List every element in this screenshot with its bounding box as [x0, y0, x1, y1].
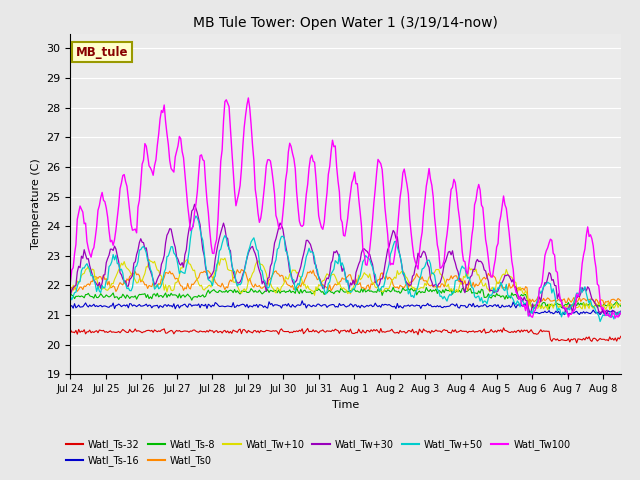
Watl_Tw+10 — [468, 266, 476, 272]
Watl_Tw+50 — [414, 283, 422, 289]
Watl_Ts-8 — [468, 290, 476, 296]
Watl_Tw+30 — [247, 244, 255, 250]
Watl_Tw100 — [247, 122, 255, 128]
Watl_Tw100 — [414, 266, 422, 272]
Watl_Tw+30 — [465, 278, 473, 284]
Watl_Ts-8 — [617, 303, 625, 309]
Watl_Ts0 — [414, 274, 422, 279]
Watl_Ts0 — [132, 272, 140, 277]
Watl_Ts-32 — [285, 328, 292, 334]
Watl_Tw+50 — [247, 239, 255, 245]
Watl_Tw+10 — [67, 288, 74, 294]
Watl_Tw+30 — [191, 202, 198, 207]
Watl_Ts-16 — [414, 303, 422, 309]
Line: Watl_Tw+10: Watl_Tw+10 — [70, 258, 621, 310]
Watl_Ts0 — [468, 284, 476, 289]
Watl_Tw+10 — [286, 271, 294, 277]
Watl_Tw+50 — [286, 263, 294, 269]
Title: MB Tule Tower: Open Water 1 (3/19/14-now): MB Tule Tower: Open Water 1 (3/19/14-now… — [193, 16, 498, 30]
Watl_Ts0 — [237, 266, 245, 272]
Line: Watl_Ts-16: Watl_Ts-16 — [70, 301, 621, 315]
Watl_Ts-16 — [67, 303, 74, 309]
Line: Watl_Ts-32: Watl_Ts-32 — [70, 328, 621, 343]
Watl_Ts-16 — [246, 303, 253, 309]
Text: MB_tule: MB_tule — [76, 46, 129, 59]
Watl_Tw100 — [468, 233, 476, 239]
Watl_Tw+50 — [617, 310, 625, 315]
Watl_Tw+50 — [468, 285, 476, 290]
Watl_Ts-8 — [414, 289, 422, 295]
Line: Watl_Tw+50: Watl_Tw+50 — [70, 216, 621, 322]
Watl_Tw100 — [67, 279, 74, 285]
Watl_Ts-32 — [617, 334, 625, 339]
Watl_Tw+30 — [132, 252, 140, 257]
Watl_Tw+50 — [192, 213, 200, 219]
Watl_Ts-32 — [246, 329, 253, 335]
Watl_Tw+30 — [286, 269, 294, 275]
Watl_Ts-32 — [467, 329, 474, 335]
Watl_Tw+50 — [596, 319, 604, 324]
Watl_Tw+30 — [67, 292, 74, 298]
Watl_Ts-32 — [500, 325, 508, 331]
Watl_Ts-16 — [465, 301, 473, 307]
Watl_Tw+50 — [465, 274, 473, 280]
Watl_Tw+30 — [468, 273, 476, 278]
Watl_Ts-8 — [67, 290, 74, 296]
Watl_Tw+10 — [221, 255, 228, 261]
Watl_Ts0 — [286, 283, 294, 288]
Watl_Tw100 — [465, 259, 473, 265]
Watl_Tw+30 — [617, 308, 625, 314]
Watl_Tw+10 — [465, 264, 473, 270]
Line: Watl_Ts-8: Watl_Ts-8 — [70, 287, 621, 309]
Watl_Tw+10 — [247, 275, 255, 280]
Watl_Ts-16 — [617, 309, 625, 315]
Watl_Ts-16 — [468, 304, 476, 310]
Watl_Tw+30 — [414, 251, 422, 256]
Watl_Ts-8 — [285, 289, 292, 295]
Watl_Ts-16 — [132, 304, 140, 310]
Watl_Tw+10 — [606, 307, 614, 312]
Watl_Ts0 — [617, 298, 625, 304]
X-axis label: Time: Time — [332, 400, 359, 409]
Watl_Tw+10 — [132, 280, 140, 286]
Watl_Ts0 — [600, 302, 608, 308]
Watl_Tw+10 — [617, 301, 625, 307]
Watl_Tw100 — [617, 310, 625, 316]
Watl_Ts-8 — [465, 287, 473, 292]
Watl_Tw100 — [132, 230, 140, 236]
Watl_Tw100 — [611, 315, 619, 321]
Watl_Ts-32 — [132, 328, 140, 334]
Watl_Ts-8 — [545, 306, 553, 312]
Watl_Tw+50 — [67, 293, 74, 299]
Watl_Ts-32 — [573, 340, 580, 346]
Watl_Ts0 — [247, 280, 255, 286]
Line: Watl_Ts0: Watl_Ts0 — [70, 269, 621, 305]
Watl_Ts-32 — [67, 326, 74, 332]
Watl_Ts-8 — [389, 284, 397, 290]
Watl_Ts-16 — [298, 298, 306, 304]
Watl_Ts-16 — [285, 300, 292, 306]
Watl_Ts-8 — [246, 289, 253, 295]
Watl_Tw+30 — [606, 314, 614, 320]
Watl_Ts-8 — [132, 296, 140, 302]
Watl_Ts-32 — [464, 330, 472, 336]
Watl_Tw+50 — [132, 263, 140, 269]
Watl_Tw100 — [286, 140, 294, 146]
Watl_Tw100 — [244, 95, 252, 101]
Watl_Tw+10 — [414, 287, 422, 292]
Line: Watl_Tw100: Watl_Tw100 — [70, 98, 621, 318]
Y-axis label: Temperature (C): Temperature (C) — [31, 158, 41, 250]
Watl_Ts-16 — [557, 312, 565, 318]
Legend: Watl_Ts-32, Watl_Ts-16, Watl_Ts-8, Watl_Ts0, Watl_Tw+10, Watl_Tw+30, Watl_Tw+50,: Watl_Ts-32, Watl_Ts-16, Watl_Ts-8, Watl_… — [62, 435, 574, 470]
Watl_Ts0 — [465, 279, 473, 285]
Watl_Ts-32 — [413, 329, 420, 335]
Line: Watl_Tw+30: Watl_Tw+30 — [70, 204, 621, 317]
Watl_Ts0 — [67, 286, 74, 291]
